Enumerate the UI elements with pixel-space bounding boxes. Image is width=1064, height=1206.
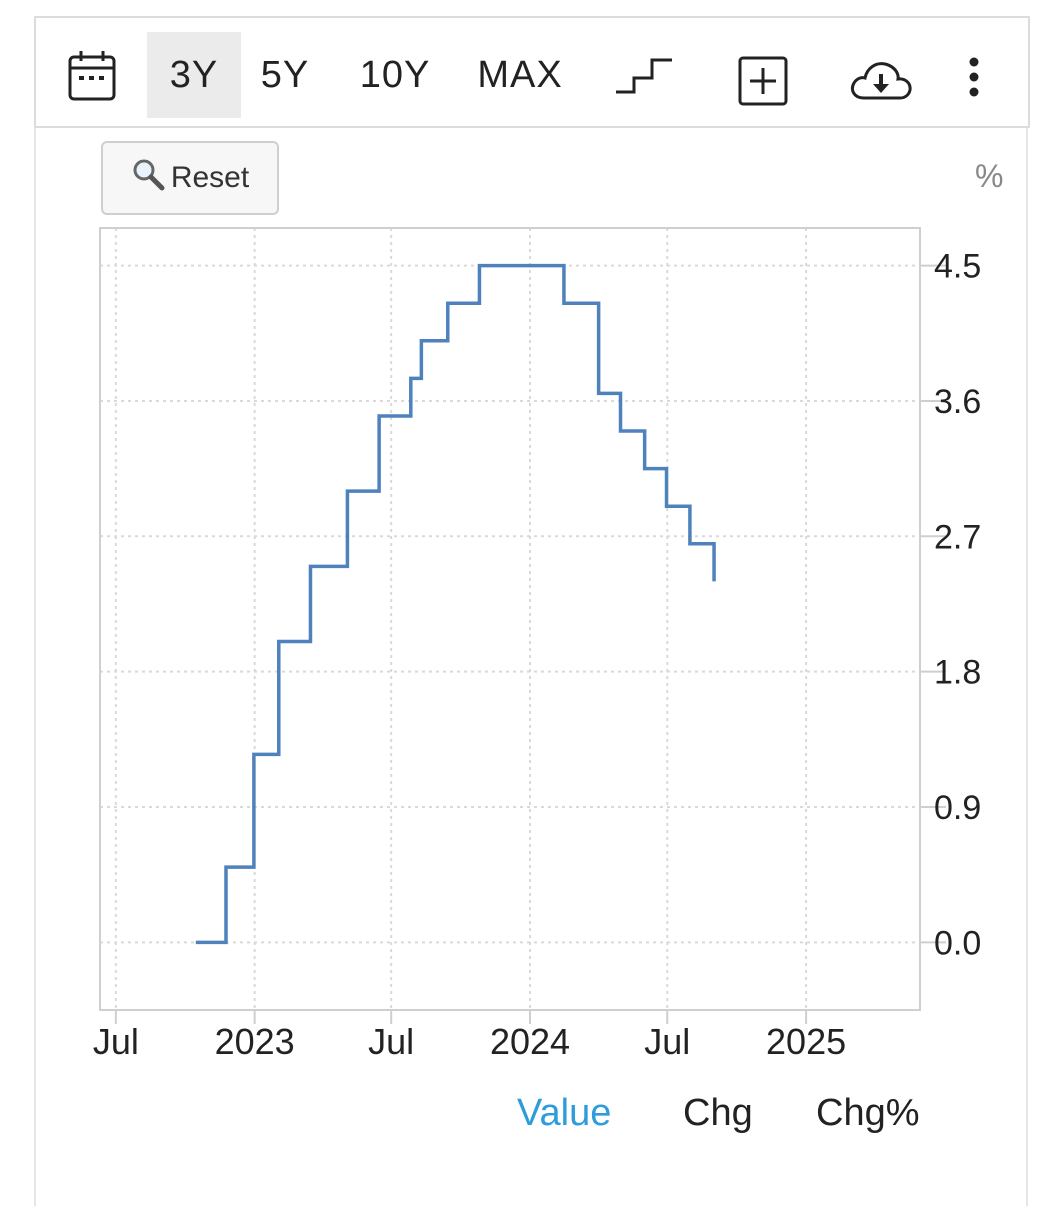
x-tick-label: Jul	[93, 1021, 139, 1062]
x-axis: Jul 2023 Jul 2024 Jul 2025	[93, 1010, 846, 1062]
step-line-chart: 0.0 0.9 1.8 2.7 3.6 4.5 Jul 2023 Jul 2024 Jul 2025	[0, 0, 1064, 1080]
mode-chgpct-tab[interactable]: Chg%	[816, 1092, 920, 1135]
x-tick-label: Jul	[644, 1021, 690, 1062]
x-tick-label: 2023	[215, 1021, 295, 1062]
y-tick-label: 1.8	[934, 654, 981, 692]
x-tick-label: Jul	[368, 1021, 414, 1062]
y-tick-label: 4.5	[934, 248, 981, 286]
plot-area	[100, 228, 920, 1010]
series-layer	[196, 266, 714, 943]
x-tick-label: 2024	[490, 1021, 570, 1062]
mode-chg-tab[interactable]: Chg	[683, 1092, 753, 1135]
y-tick-label: 0.0	[934, 924, 981, 962]
y-axis: 0.0 0.9 1.8 2.7 3.6 4.5	[920, 248, 981, 963]
grid	[100, 228, 920, 1010]
mode-value-tab[interactable]: Value	[517, 1092, 611, 1135]
series-line	[196, 266, 714, 943]
y-tick-label: 2.7	[934, 518, 981, 556]
x-tick-label: 2025	[766, 1021, 846, 1062]
y-tick-label: 0.9	[934, 789, 981, 827]
y-tick-label: 3.6	[934, 383, 981, 421]
